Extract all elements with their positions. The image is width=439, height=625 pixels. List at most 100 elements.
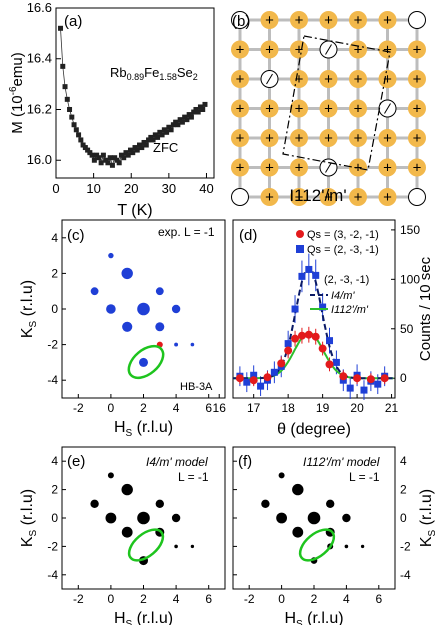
y-tick-label: 16.4 [27,51,52,66]
fe-site [290,11,308,29]
panel-a-ylabel: M (10-6emu) [8,52,26,133]
axis-label-part: (r.l.u) [303,610,344,625]
spin-symbol: + [383,71,392,88]
compound-sub: 0.89 [127,72,145,82]
spin-symbol: + [383,160,392,177]
x-tick-label: -2 [73,401,84,415]
data-point [132,145,138,151]
x-tick-label: 20 [124,181,138,196]
blue-point [250,371,258,379]
spin-symbol: + [354,160,363,177]
bragg-peak [307,511,321,525]
fe-site [290,70,308,88]
bragg-peak [90,499,99,508]
compound-sub: 1.58 [159,72,177,82]
fe-site [260,129,279,147]
spin-symbol: + [236,160,245,177]
y-tick-label: -4 [47,373,58,387]
x-tick-label: 21 [385,401,399,415]
data-point [195,109,201,115]
panel-e-model: I4/m' model [146,455,208,469]
spin-symbol: + [295,71,304,88]
y-tick-label: 50 [400,322,414,336]
panel-d: 16 17 18 19 20 21 0 50 100 150 (d) Qs = (3, -2, -… [213,219,434,438]
red-point [249,376,258,385]
spin-symbol: + [324,189,333,206]
panel-f-label: (f) [238,453,252,470]
panel-d-xlabel: θ (degree) [277,421,351,438]
spin-symbol: + [265,12,274,29]
data-point [67,106,73,112]
axis-label-part: H [284,610,296,625]
blue-point [332,358,340,366]
data-point [103,157,109,163]
red-point [366,375,375,384]
data-point [197,104,203,110]
fe-site [290,40,308,59]
ks-axis-label: KS (r.l.u) [418,489,438,547]
data-point [82,145,88,151]
fe-site [290,99,308,118]
fe-site [290,158,308,177]
spin-symbol: + [383,42,392,59]
fe-site [231,158,249,177]
spin-symbol: + [236,101,245,118]
data-point [71,122,77,128]
x-tick-label: 2 [140,592,147,606]
fe-site [231,40,249,59]
bragg-peak [344,544,349,549]
spin-symbol: + [295,101,304,118]
y-tick-label: 2 [400,483,407,497]
x-tick-label: -2 [244,592,255,606]
y-tick-label: 16.0 [27,152,52,167]
data-point [182,114,188,120]
bragg-peak [261,499,270,508]
bragg-peak [326,499,335,508]
legend-marker-blue [296,245,304,253]
data-point [64,96,70,102]
bragg-peak [292,526,304,538]
vacancy-site [408,11,426,29]
bragg-peak [108,252,114,259]
axis-label-part: H [114,419,126,436]
red-point [380,374,389,383]
spin-symbol: + [324,101,333,118]
x-tick-label: 0 [278,592,285,606]
data-point [116,160,122,166]
legend-marker-red [296,230,304,238]
data-point [202,101,208,107]
data-point [179,119,185,125]
data-point [123,150,129,156]
y-tick-label: 4 [400,454,407,468]
y-tick-label: 2 [51,483,58,497]
panel-e-label: (e) [67,453,85,470]
vacancy-site [408,188,426,206]
fe-site [378,129,397,147]
blue-point [326,337,334,345]
panel-c-ticks [62,237,210,398]
spin-symbol: + [413,160,422,177]
highlight-ellipse [127,528,165,562]
hs-axis-label: HS (r.l.u) [114,610,173,625]
data-point [87,150,93,156]
vacancy-mark [384,103,391,114]
panel-e-ticks [62,460,210,589]
blue-point [305,265,313,273]
vacancy-mark [325,162,332,173]
compound-part: Rb [110,65,127,80]
bragg-peak [139,357,148,367]
y-tick-label: -2 [47,338,58,352]
highlight-ellipse [298,528,336,562]
fe-site [408,40,426,59]
panel-e-points [90,472,195,566]
compound-part: Fe [144,65,159,80]
axis-label-part: H [114,610,126,625]
panel-a: 0 10 20 30 40 16.0 16.2 16.4 16.6 (a) Rb0.89Fe1.… [8,0,215,219]
red-point [277,359,286,368]
bragg-peak [174,342,179,347]
fe-site [319,70,338,88]
panel-a-data [58,25,208,168]
ylabel-unit: emu) [9,52,26,86]
compound-formula: Rb0.89Fe1.58Se2 [110,65,198,82]
